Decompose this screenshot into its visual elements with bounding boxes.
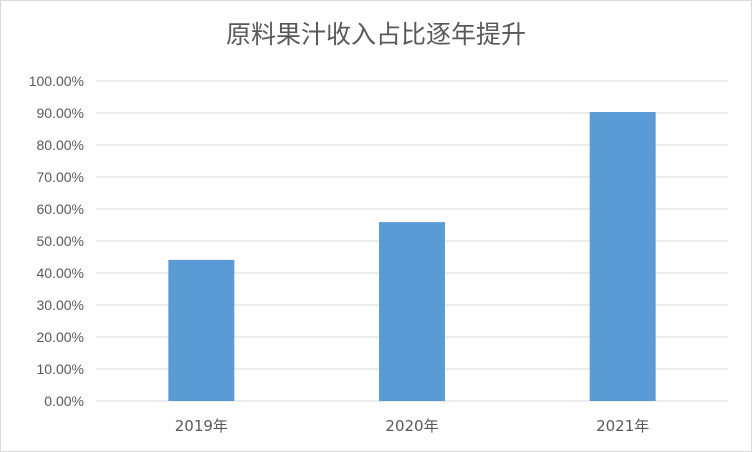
y-tick-label: 40.00% bbox=[37, 265, 84, 281]
bar-2021年 bbox=[589, 112, 656, 401]
y-tick-label: 50.00% bbox=[37, 233, 84, 249]
y-tick-label: 80.00% bbox=[37, 137, 84, 153]
y-tick-label: 0.00% bbox=[44, 393, 84, 409]
y-tick-label: 70.00% bbox=[37, 169, 84, 185]
y-tick-label: 60.00% bbox=[37, 201, 84, 217]
y-tick-label: 30.00% bbox=[37, 297, 84, 313]
bar-2019年 bbox=[168, 259, 235, 401]
x-tick-label: 2019年 bbox=[175, 417, 228, 435]
y-tick-label: 90.00% bbox=[37, 105, 84, 121]
y-tick-label: 10.00% bbox=[37, 361, 84, 377]
x-tick-label: 2020年 bbox=[385, 417, 438, 435]
y-tick-label: 20.00% bbox=[37, 329, 84, 345]
x-tick-label: 2021年 bbox=[596, 417, 649, 435]
chart-title: 原料果汁收入占比逐年提升 bbox=[225, 20, 526, 49]
y-tick-label: 100.00% bbox=[29, 73, 84, 89]
bar-2020年 bbox=[379, 222, 445, 401]
